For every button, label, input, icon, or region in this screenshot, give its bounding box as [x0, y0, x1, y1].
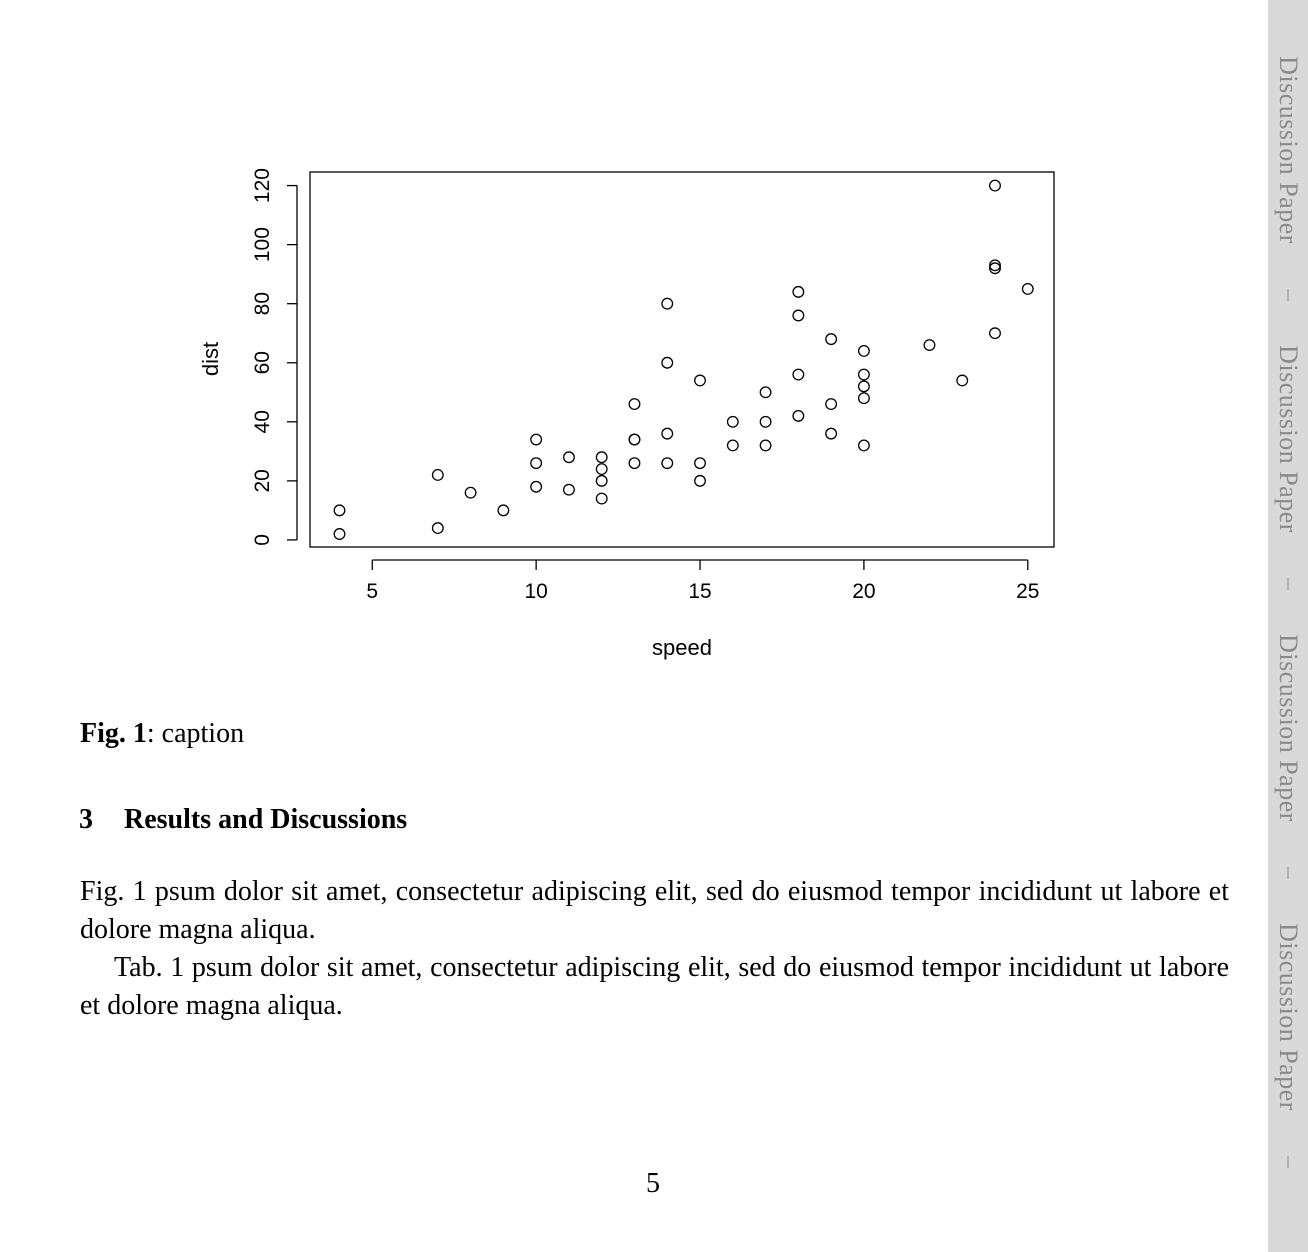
data-point — [989, 327, 1001, 340]
data-point — [792, 309, 805, 322]
data-point — [792, 285, 805, 298]
data-point — [333, 504, 346, 517]
data-point — [661, 457, 674, 470]
scatter-plot: 5 10 15 20 25 0 20 40 60 80 100 120 speed dist — [198, 168, 1055, 660]
data-point — [431, 469, 444, 481]
data-point — [825, 398, 838, 411]
data-point — [530, 457, 543, 470]
data-point — [628, 457, 641, 470]
data-point — [857, 392, 870, 405]
body-text: Fig. 1 psum dolor sit amet, consectetur … — [80, 873, 1229, 1025]
paragraph: Tab. 1 psum dolor sit amet, consectetur … — [80, 952, 1229, 1021]
data-point — [595, 492, 608, 505]
data-point — [825, 333, 838, 346]
data-point — [333, 528, 346, 540]
data-point — [759, 439, 772, 452]
y-tick-label: 100 — [251, 227, 274, 262]
data-point — [726, 439, 739, 452]
sidebar-separator — [1287, 1156, 1289, 1168]
y-tick-label: 40 — [251, 410, 274, 433]
data-point — [989, 259, 1001, 272]
sidebar-separator — [1287, 289, 1289, 301]
data-point — [857, 344, 870, 357]
x-tick-label: 10 — [524, 580, 547, 603]
section-title: Results and Discussions — [124, 804, 408, 835]
data-point — [792, 368, 805, 381]
data-point — [694, 457, 706, 470]
data-point — [923, 339, 936, 351]
data-point — [595, 463, 608, 475]
sidebar-label: Discussion Paper — [1274, 345, 1303, 533]
figure-caption: Fig. 1: caption — [80, 718, 244, 750]
data-point — [661, 427, 674, 440]
figure-label: Fig. 1 — [80, 718, 147, 749]
data-point — [989, 262, 1001, 275]
x-tick-label: 25 — [1016, 580, 1039, 603]
data-point — [857, 380, 870, 393]
data-point — [694, 474, 706, 487]
data-point — [661, 297, 674, 310]
data-point — [595, 474, 608, 487]
data-point — [1021, 282, 1034, 295]
x-axis-label: speed — [652, 635, 712, 660]
data-point — [792, 409, 805, 422]
data-point — [694, 374, 706, 387]
data-point — [464, 486, 477, 499]
paragraph: Fig. 1 psum dolor sit amet, consectetur … — [80, 876, 1229, 945]
discussion-paper-sidebar — [1268, 0, 1308, 1252]
y-tick-label: 60 — [251, 351, 274, 374]
section-heading: 3 Results and Discussions — [79, 804, 407, 836]
data-point — [628, 398, 641, 411]
y-tick-label: 20 — [251, 469, 274, 492]
data-point — [562, 483, 575, 496]
data-point — [857, 439, 870, 452]
y-tick-label: 0 — [251, 534, 274, 546]
section-number: 3 — [79, 804, 93, 835]
sidebar-separator — [1287, 867, 1289, 879]
sidebar-label: Discussion Paper — [1274, 56, 1303, 244]
data-point — [759, 386, 772, 399]
data-point — [530, 480, 543, 493]
plot-frame — [309, 171, 1055, 548]
sidebar-label: Discussion Paper — [1274, 634, 1303, 822]
y-tick-label: 80 — [251, 292, 274, 315]
data-point — [989, 179, 1001, 192]
data-point — [431, 522, 444, 535]
x-tick-label: 15 — [688, 580, 711, 603]
data-point — [759, 415, 772, 428]
figure-caption-text: : caption — [146, 718, 245, 749]
data-point — [595, 451, 608, 464]
paper-page: 5 10 15 20 25 0 20 40 60 80 100 120 speed dist Fig… — [79, 168, 1229, 1199]
data-points — [333, 179, 1034, 540]
sidebar-label: Discussion Paper — [1274, 923, 1303, 1111]
data-point — [497, 504, 510, 517]
x-axis: 5 10 15 20 25 — [366, 559, 1039, 603]
x-tick-label: 20 — [852, 580, 875, 603]
x-tick-label: 5 — [366, 580, 378, 603]
data-point — [857, 368, 870, 381]
data-point — [726, 415, 739, 428]
page-number: 5 — [646, 1168, 660, 1199]
y-axis: 0 20 40 60 80 100 120 — [251, 168, 298, 546]
y-axis-label: dist — [198, 342, 223, 376]
data-point — [562, 451, 575, 464]
sidebar-separator — [1287, 578, 1289, 590]
data-point — [825, 427, 838, 440]
data-point — [628, 433, 641, 446]
data-point — [661, 356, 674, 369]
y-tick-label: 120 — [251, 168, 274, 203]
data-point — [530, 433, 543, 446]
data-point — [956, 374, 969, 387]
